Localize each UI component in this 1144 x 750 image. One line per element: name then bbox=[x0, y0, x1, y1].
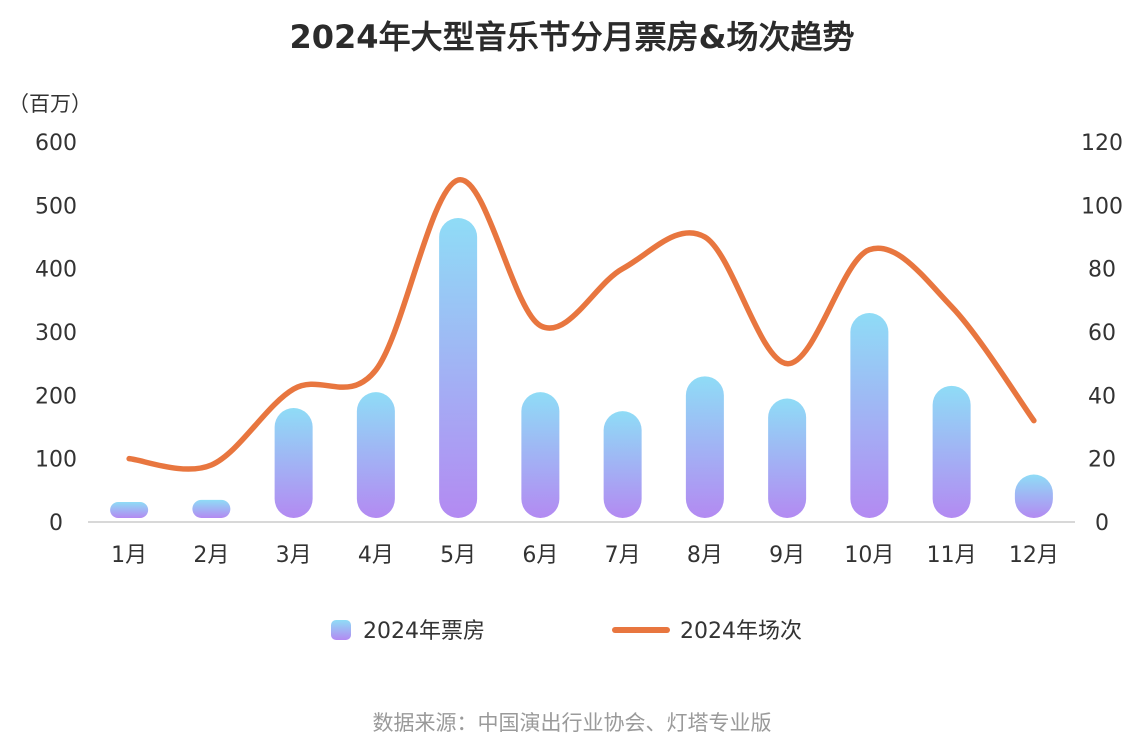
source-note: 数据来源：中国演出行业协会、灯塔专业版 bbox=[372, 711, 772, 735]
x-tick-label: 9月 bbox=[769, 543, 805, 568]
y-right-tick-label: 20 bbox=[1088, 448, 1116, 473]
y-left-tick-label: 600 bbox=[35, 131, 77, 156]
y-right-tick-label: 0 bbox=[1095, 511, 1109, 536]
y-left-tick-label: 100 bbox=[35, 448, 77, 473]
y-left-tick-label: 500 bbox=[35, 194, 77, 219]
chart-canvas: 0 100 200 300 400 500 600 0 20 40 60 80 100 120 1月 2月 3… bbox=[35, 131, 1123, 644]
legend-item-shows: 2024年场次 bbox=[680, 619, 802, 644]
x-tick-label: 11月 bbox=[927, 543, 977, 568]
bar-box-office bbox=[356, 392, 395, 518]
y-left-tick-label: 200 bbox=[35, 384, 77, 409]
x-tick-label: 4月 bbox=[358, 543, 394, 568]
y-right-tick-label: 80 bbox=[1088, 258, 1116, 283]
bar-box-office bbox=[1014, 474, 1053, 518]
line-shows bbox=[126, 177, 1037, 472]
bar-box-office bbox=[274, 408, 313, 518]
bar-box-office bbox=[685, 376, 724, 518]
x-tick-label: 7月 bbox=[605, 543, 641, 568]
bar-box-office bbox=[768, 398, 807, 518]
x-tick-label: 2月 bbox=[193, 543, 229, 568]
bar-box-office bbox=[521, 392, 560, 518]
y-left-tick-label: 300 bbox=[35, 321, 77, 346]
bar-box-office bbox=[850, 313, 889, 518]
y-left-tick-label: 400 bbox=[35, 258, 77, 283]
x-tick-label: 5月 bbox=[440, 543, 476, 568]
y-right-tick-label: 60 bbox=[1088, 321, 1116, 346]
x-tick-label: 3月 bbox=[276, 543, 312, 568]
y-right-tick-label: 40 bbox=[1088, 384, 1116, 409]
x-tick-label: 8月 bbox=[687, 543, 723, 568]
legend-item-box-office: 2024年票房 bbox=[363, 619, 485, 644]
bar-box-office bbox=[932, 385, 971, 518]
x-tick-label: 1月 bbox=[111, 543, 147, 568]
bar-box-office bbox=[110, 502, 149, 518]
bar-box-office bbox=[439, 218, 478, 518]
x-tick-label: 12月 bbox=[1009, 543, 1059, 568]
x-tick-label: 6月 bbox=[522, 543, 558, 568]
y-left-tick-label: 0 bbox=[49, 511, 63, 536]
x-tick-label: 10月 bbox=[844, 543, 894, 568]
bar-box-office bbox=[192, 499, 231, 518]
bar-box-office bbox=[603, 411, 642, 518]
y-left-unit-label: （百万） bbox=[8, 92, 92, 116]
y-right-tick-label: 120 bbox=[1081, 131, 1123, 156]
legend-bar-swatch bbox=[331, 620, 351, 640]
y-right-tick-label: 100 bbox=[1081, 194, 1123, 219]
chart-title: 2024年大型音乐节分月票房&场次趋势 bbox=[289, 18, 855, 56]
